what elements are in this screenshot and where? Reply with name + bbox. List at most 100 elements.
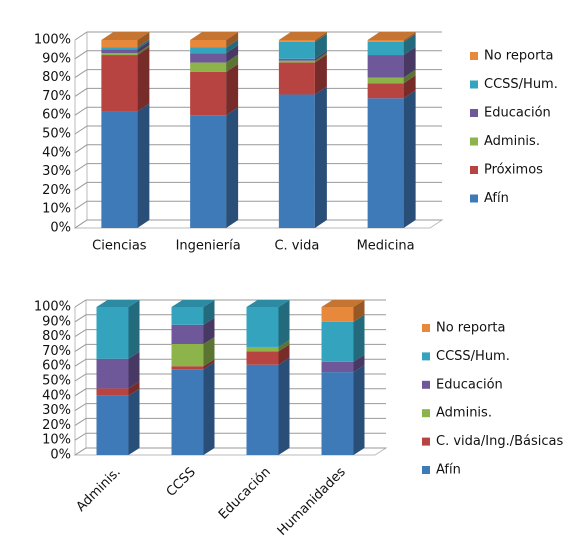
- bar-side: [278, 300, 290, 347]
- y-tick-label: 70%: [42, 89, 71, 104]
- y-tick-label: 30%: [42, 164, 71, 179]
- bar-side: [403, 33, 416, 56]
- y-tick-label: 100%: [34, 33, 71, 48]
- bar-segment: [246, 351, 279, 365]
- y-tick-label: 90%: [42, 314, 71, 329]
- bar-side: [314, 52, 327, 63]
- bar-segment: [171, 369, 204, 455]
- bar-segment: [96, 395, 129, 455]
- legend-swatch: [422, 437, 430, 446]
- bar-side: [353, 365, 365, 455]
- bar-top: [101, 32, 150, 40]
- bar-side: [403, 69, 416, 84]
- legend-label: Afín: [484, 191, 509, 206]
- bar-side: [314, 33, 327, 59]
- bar-segment: [101, 49, 138, 54]
- legend-swatch: [470, 166, 478, 174]
- legend-label: Educación: [436, 377, 503, 392]
- legend-swatch: [422, 409, 430, 418]
- y-tick-label: 80%: [42, 329, 71, 344]
- bar-segment: [171, 344, 204, 367]
- bar-side: [226, 32, 239, 48]
- bar-top: [321, 300, 365, 307]
- bar-side: [403, 32, 416, 42]
- legend-label: CCSS/Hum.: [436, 349, 510, 364]
- y-tick-label: 20%: [42, 183, 71, 198]
- legend-swatch: [422, 380, 430, 389]
- bar-segment: [101, 40, 138, 48]
- bar-segment: [246, 307, 279, 347]
- bar-top: [367, 32, 416, 40]
- bar-side: [128, 388, 140, 455]
- legend-label: No reporta: [436, 321, 505, 336]
- bar-segment: [190, 62, 227, 72]
- bar-segment: [278, 62, 315, 95]
- legend-swatch: [422, 324, 430, 332]
- bar-segment: [278, 40, 315, 42]
- x-tick-label: C. vida: [274, 239, 319, 254]
- bar-segment: [190, 115, 227, 228]
- bar-side: [203, 362, 215, 455]
- legend-swatch: [470, 194, 478, 203]
- bar-segment: [171, 366, 204, 370]
- bar-side: [203, 337, 215, 367]
- legend-swatch: [470, 52, 478, 60]
- bar-side: [128, 351, 140, 389]
- bar-side: [353, 300, 365, 322]
- bar-top: [278, 32, 327, 40]
- bar-segment: [278, 41, 315, 59]
- y-tick-label: 80%: [42, 70, 71, 85]
- y-tick-label: 10%: [42, 202, 71, 217]
- legend-label: Afín: [436, 463, 461, 478]
- bar-side: [203, 300, 215, 325]
- bar-side: [128, 300, 140, 359]
- bar-side: [403, 90, 416, 228]
- bar-side: [226, 39, 239, 54]
- bar-segment: [246, 346, 279, 352]
- bar-segment: [367, 77, 404, 84]
- legend-swatch: [470, 137, 478, 146]
- bar-segment: [278, 94, 315, 229]
- bar-side: [137, 103, 150, 228]
- bar-top: [171, 300, 215, 307]
- bar-segment: [101, 55, 138, 112]
- bar-segment: [96, 358, 129, 389]
- y-tick-label: 0%: [50, 221, 71, 236]
- y-tick-label: 30%: [42, 403, 71, 418]
- legend-label: Educación: [484, 106, 551, 121]
- legend-label: CCSS/Hum.: [484, 77, 558, 92]
- bar-segment: [101, 53, 138, 56]
- y-tick-label: 100%: [34, 300, 71, 315]
- x-tick-label: Educación: [216, 465, 274, 523]
- bar-segment: [171, 307, 204, 325]
- bar-segment: [101, 111, 138, 228]
- bar-segment: [190, 71, 227, 116]
- bar-segment: [367, 98, 404, 228]
- bar-side: [353, 314, 365, 362]
- bar-side: [226, 45, 239, 63]
- bar-segment: [321, 307, 354, 322]
- x-tick-label: Adminis.: [74, 465, 124, 515]
- bar-side: [314, 32, 327, 42]
- bar-side: [226, 54, 239, 72]
- bar-segment: [190, 40, 227, 48]
- bar-side: [226, 107, 239, 228]
- bar-segment: [367, 55, 404, 78]
- x-tick-label: Medicina: [357, 239, 415, 254]
- legend-swatch: [470, 80, 478, 89]
- legend-swatch: [422, 352, 430, 361]
- bar-segment: [278, 60, 315, 63]
- bar-side: [203, 317, 215, 344]
- bar-side: [403, 75, 416, 99]
- legend-swatch: [422, 466, 430, 474]
- bar-top: [246, 300, 290, 307]
- y-tick-label: 50%: [42, 127, 71, 142]
- legend-swatch: [470, 109, 478, 117]
- bar-side: [314, 86, 327, 229]
- bar-segment: [190, 53, 227, 63]
- bar-segment: [321, 372, 354, 455]
- bar-segment: [246, 364, 279, 455]
- bar-side: [137, 47, 150, 112]
- bar-segment: [101, 47, 138, 50]
